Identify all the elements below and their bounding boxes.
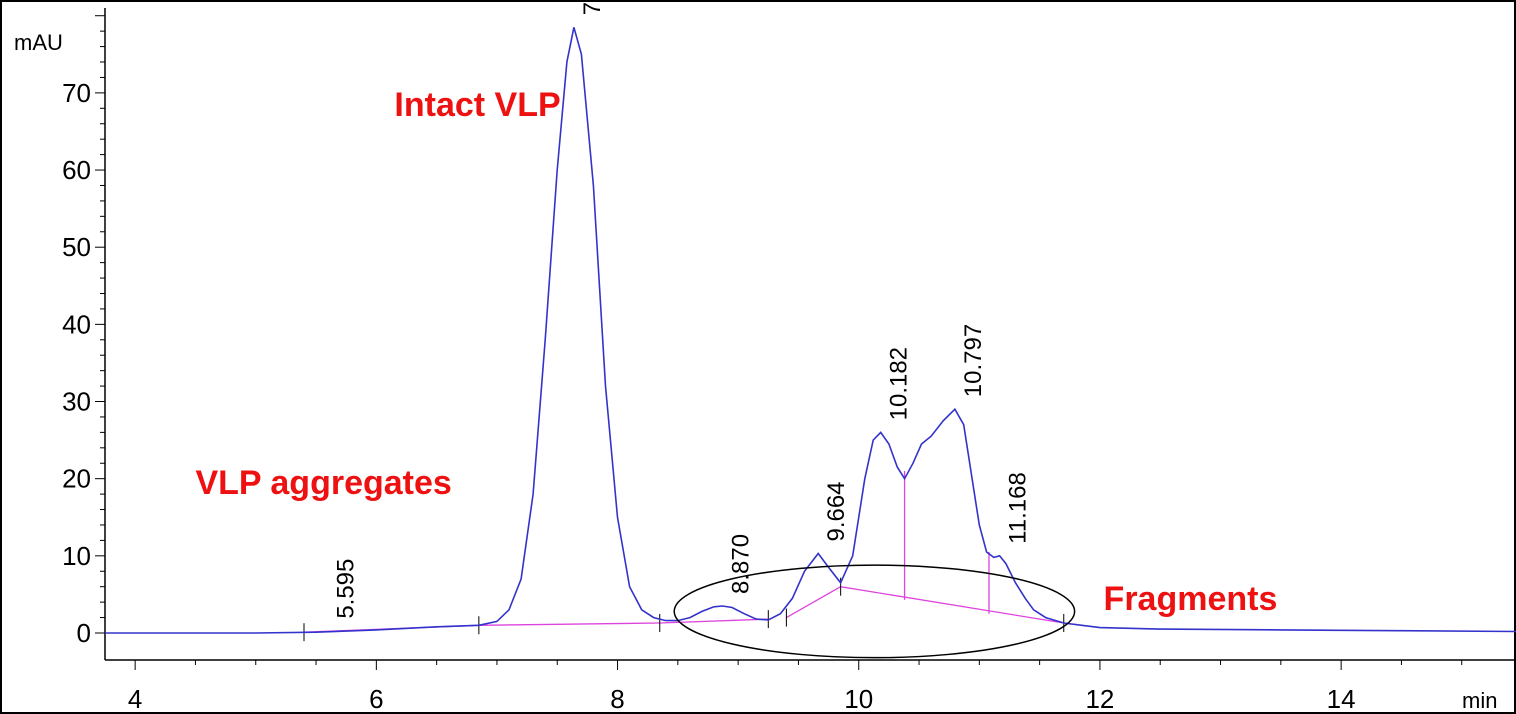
- chromatogram-trace: [105, 27, 1516, 634]
- peak-label: 7.638: [579, 0, 606, 15]
- y-tick-label: 50: [62, 232, 91, 262]
- peak-label: 11.168: [1005, 472, 1032, 544]
- y-tick-label: 60: [62, 155, 91, 185]
- annotation-label: Fragments: [1104, 580, 1278, 618]
- y-tick-label: 40: [62, 309, 91, 339]
- x-tick-label: 10: [844, 684, 873, 714]
- peak-label: 9.664: [823, 481, 850, 541]
- annotations: Intact VLP VLP aggregates Fragments: [195, 86, 1277, 618]
- annotation-label: Intact VLP: [394, 86, 560, 124]
- peak-labels: 5.595 7.638 8.870 9.664 10.182 10.797 11.168: [333, 0, 1032, 619]
- peak-label: 10.182: [886, 347, 913, 420]
- x-tick-label: 12: [1085, 684, 1114, 714]
- x-tick-label: 14: [1327, 684, 1356, 714]
- axes: 0 10 20 30 40 50 60 70 4 6 8 10 12 14: [62, 8, 1516, 714]
- x-tick-label: 8: [610, 684, 624, 714]
- baseline-segment: [478, 622, 660, 626]
- peak-label: 5.595: [333, 559, 360, 619]
- peak-label: 8.870: [727, 534, 754, 594]
- peak-label: 10.797: [960, 324, 987, 397]
- y-tick-label: 10: [62, 541, 91, 571]
- y-tick-label: 20: [62, 464, 91, 494]
- x-axis-unit: min: [1462, 688, 1497, 713]
- y-tick-label: 70: [62, 78, 91, 108]
- fragments-ellipse: [673, 564, 1076, 659]
- x-tick-label: 6: [369, 684, 383, 714]
- annotation-label: VLP aggregates: [195, 464, 451, 502]
- y-axis-unit: mAU: [14, 30, 63, 55]
- y-tick-label: 30: [62, 387, 91, 417]
- x-tick-label: 4: [128, 684, 142, 714]
- y-tick-label: 0: [77, 618, 91, 648]
- baseline-segment: [659, 618, 769, 624]
